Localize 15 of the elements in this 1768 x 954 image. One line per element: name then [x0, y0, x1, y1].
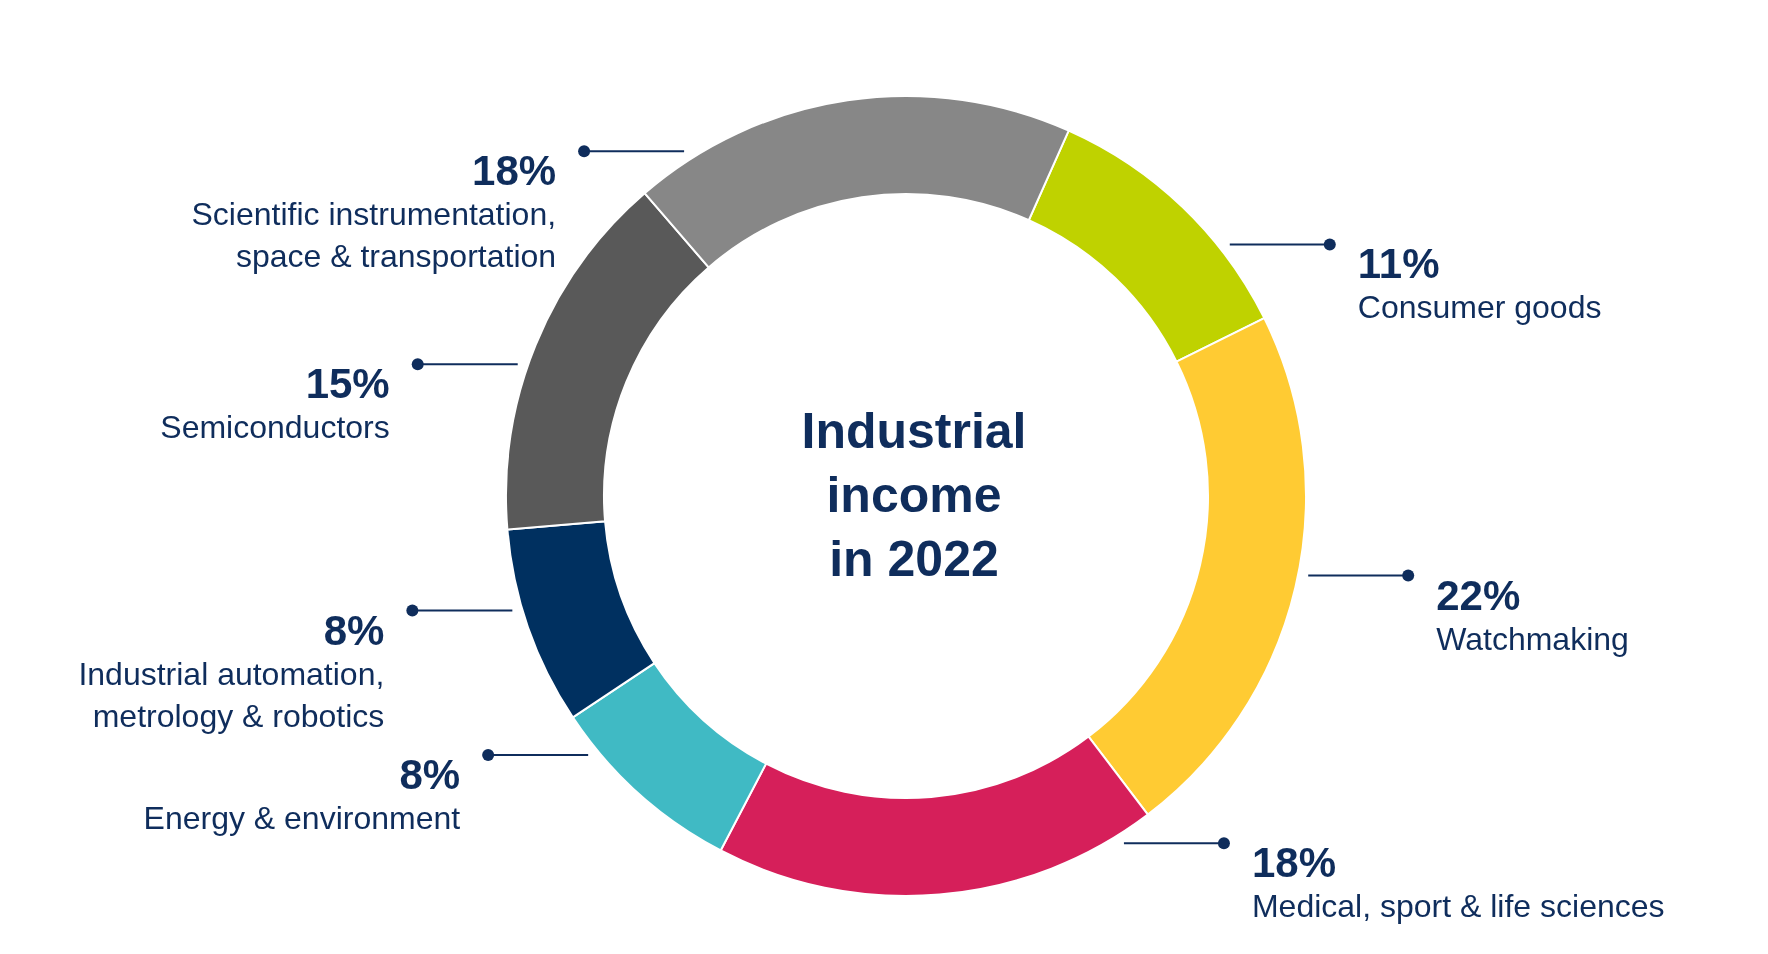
slice-label: Medical, sport & life sciences [1251, 888, 1665, 925]
slice-label: Scientific instrumentation, space & transportation [191, 196, 557, 275]
data-label: 8% [323, 606, 385, 654]
slice-label: Semiconductors [160, 409, 390, 446]
data-label: 18% [1251, 839, 1336, 887]
data-label: 8% [399, 750, 461, 798]
slice-label: Industrial automation, metrology & robotics [78, 655, 385, 734]
data-label: 15% [305, 360, 390, 408]
slice-label: Watchmaking [1436, 620, 1629, 657]
text: Industrial income in 2022 [801, 403, 1027, 587]
data-label: 22% [1436, 571, 1521, 619]
slice-label: Energy & environment [143, 799, 461, 836]
data-label: 18% [472, 147, 557, 195]
slice-label: Consumer goods [1357, 289, 1602, 326]
data-label: 11% [1357, 240, 1440, 288]
